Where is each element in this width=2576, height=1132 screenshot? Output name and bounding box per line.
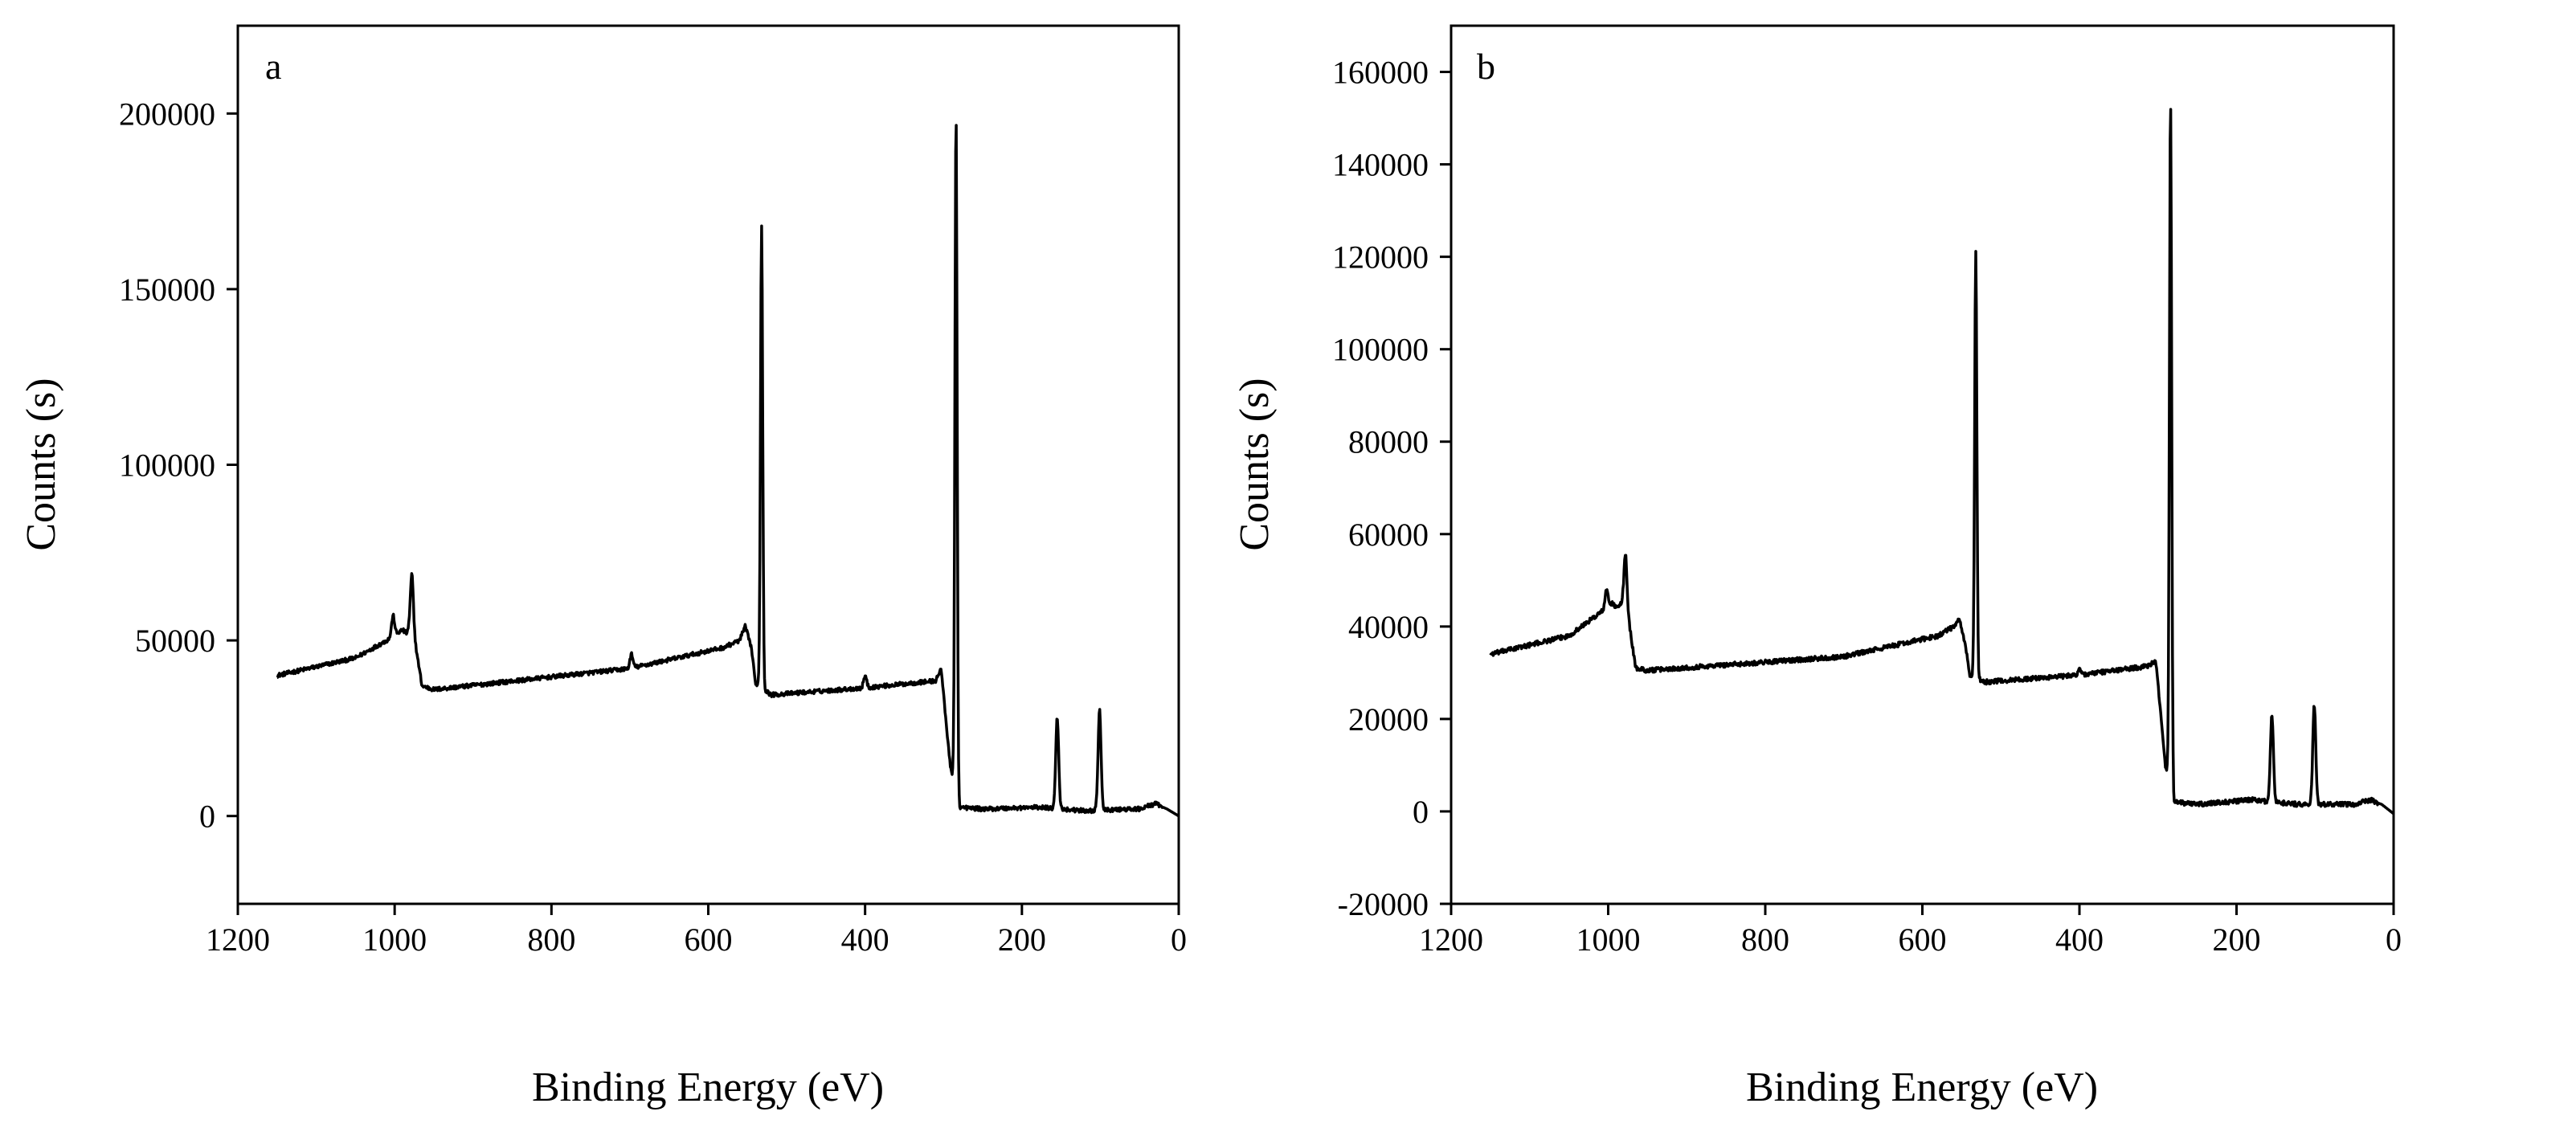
panel-a-x-axis-title: Binding Energy (eV): [532, 1065, 884, 1110]
panel-b-x-tick-label: 1000: [1576, 922, 1641, 958]
panel-b-y-tick-label: 100000: [1332, 332, 1429, 368]
panel-a-spectrum-line: [276, 124, 1180, 818]
panel-a-y-tick-label: 0: [199, 799, 215, 835]
panel-b-x-tick-label: 200: [2213, 922, 2261, 958]
panel-b-y-tick-label: 40000: [1348, 609, 1429, 645]
panel-a-y-tick-label: 150000: [119, 272, 215, 308]
panel-a-plot-frame: [236, 24, 1180, 905]
panel-b-label: b: [1477, 46, 1495, 87]
panel-b-x-tick-label: 600: [1899, 922, 1947, 958]
panel-b-x-tick-label: 800: [1741, 922, 1789, 958]
panel-a-y-axis-title: Counts (s): [18, 378, 64, 550]
panel-b-x-axis-title: Binding Energy (eV): [1746, 1065, 2098, 1110]
panel-a-x-tick-label: 0: [1171, 922, 1187, 958]
panel-a-x-tick-label: 1200: [206, 922, 270, 958]
panel-b-plot-frame: [1450, 24, 2395, 905]
panel-a-y-tick-label: 200000: [119, 96, 215, 132]
panel-b-x-tick-label: 400: [2055, 922, 2104, 958]
panel-b-y-tick-label: 120000: [1332, 239, 1429, 276]
panel-b-y-axis-title: Counts (s): [1232, 378, 1278, 550]
panel-b-y-tick-label: 80000: [1348, 424, 1429, 460]
panel-a-y-tick-label: 100000: [119, 447, 215, 484]
panel-b-chart: b Binding Energy (eV) Counts (s) 1200 100…: [1232, 24, 2402, 1110]
panel-a-x-tick-label: 200: [998, 922, 1046, 958]
panel-a-x-tick-label: 1000: [362, 922, 427, 958]
panel-a-x-tick-label: 600: [685, 922, 733, 958]
panel-b-y-tick-label: -20000: [1338, 886, 1429, 922]
panel-b-x-tick-label: 0: [2386, 922, 2402, 958]
panel-a-chart: a Binding Energy (eV) Counts (s) 1200 100…: [18, 24, 1187, 1110]
panel-a-y-tick-label: 50000: [135, 623, 215, 659]
panel-b-y-tick-label: 20000: [1348, 701, 1429, 738]
panel-b-y-tick-label: 60000: [1348, 517, 1429, 553]
panel-a-x-tick-label: 400: [841, 922, 889, 958]
panel-b-y-tick-label: 0: [1413, 794, 1429, 830]
panel-a-label: a: [265, 46, 281, 87]
panel-b-y-tick-label: 160000: [1332, 55, 1429, 91]
panel-b-y-tick-label: 140000: [1332, 147, 1429, 183]
panel-b-x-tick-label: 1200: [1419, 922, 1483, 958]
panel-a-x-tick-label: 800: [527, 922, 575, 958]
panel-b-spectrum-line: [1489, 108, 2394, 815]
